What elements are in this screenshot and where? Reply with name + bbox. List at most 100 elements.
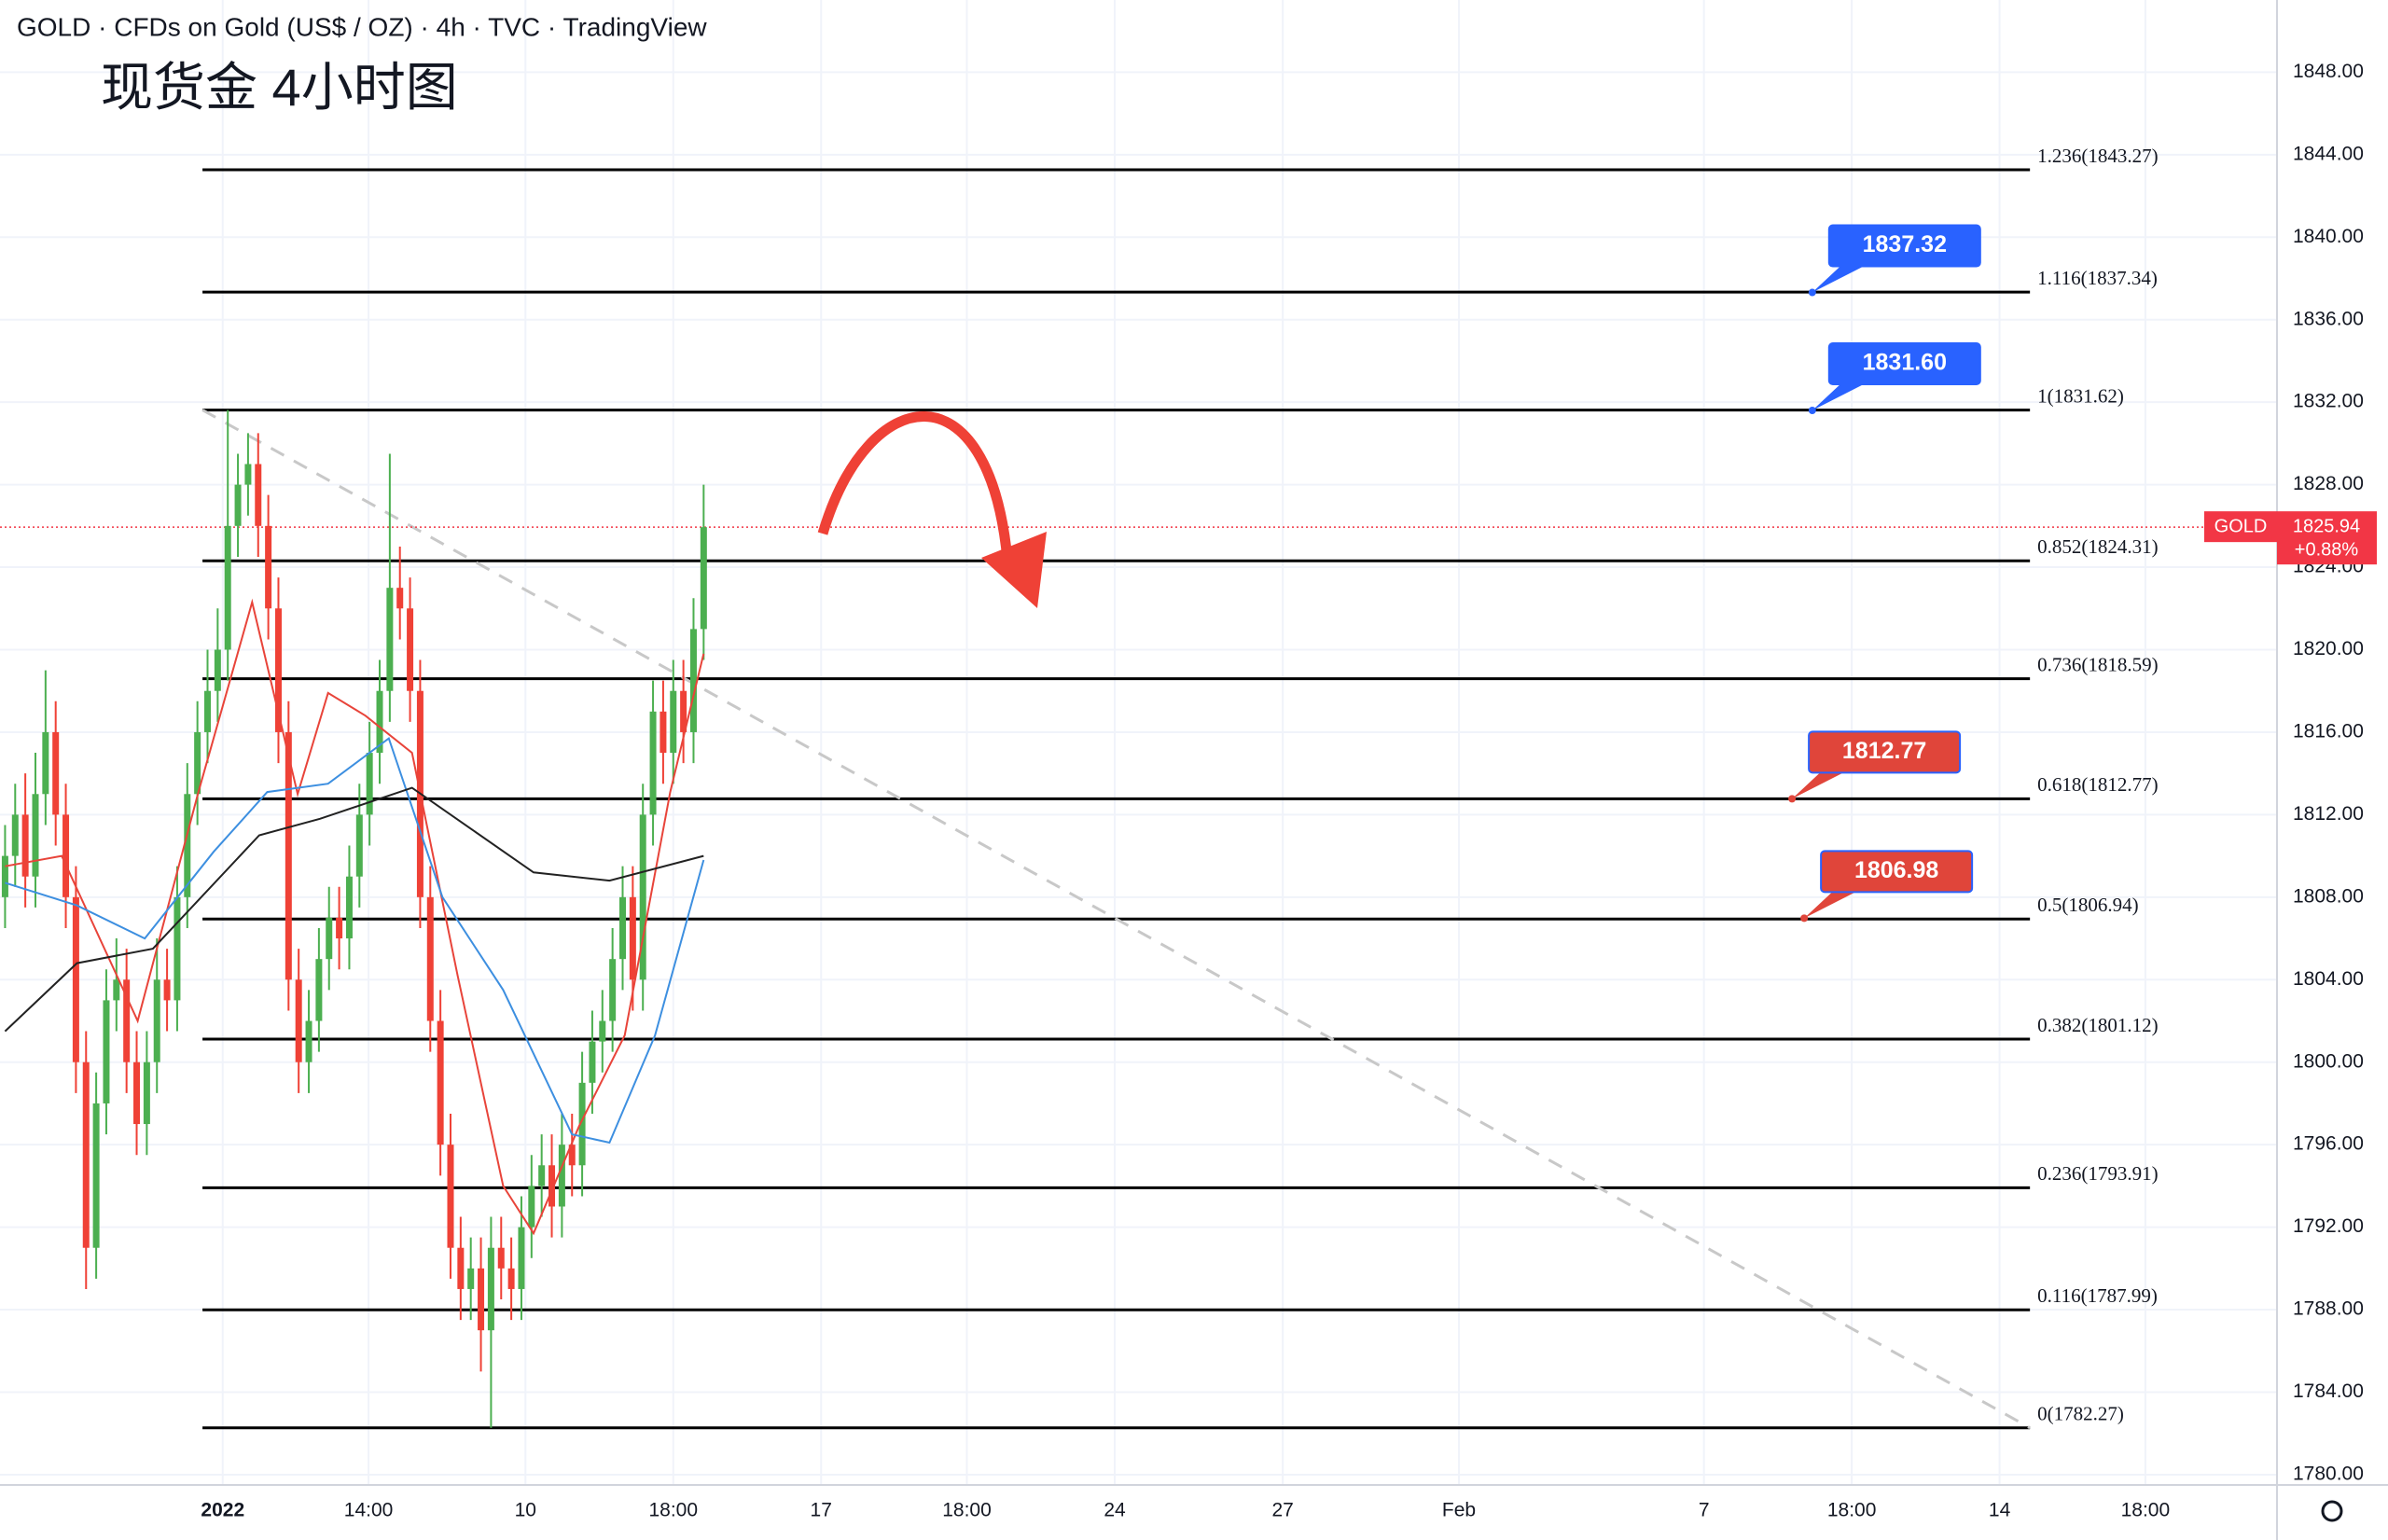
candle-body <box>204 690 212 732</box>
callout-anchor <box>1788 795 1797 803</box>
symbol-label: GOLD <box>2214 516 2268 536</box>
candle-body <box>224 525 231 650</box>
candle-body <box>255 464 262 526</box>
candle-body <box>174 896 181 1001</box>
y-tick-label: 1792.00 <box>2293 1215 2364 1237</box>
candle-body <box>639 814 646 980</box>
y-tick-label: 1828.00 <box>2293 473 2364 494</box>
candle-body <box>315 959 323 1021</box>
candle-body <box>467 1268 475 1289</box>
callout-box <box>1820 850 1974 894</box>
candle-body <box>345 876 353 939</box>
y-tick-label: 1820.00 <box>2293 638 2364 659</box>
candle-body <box>609 959 617 1021</box>
candle-body <box>659 711 667 754</box>
x-tick-label: 2022 <box>201 1500 244 1521</box>
plot: 1.236(1843.27) 1.116(1837.34) 1(1831.62) 0.… <box>0 145 2277 1430</box>
trend-line <box>201 409 2031 1430</box>
candle-body <box>507 1268 515 1289</box>
candle-body <box>538 1165 546 1186</box>
candle-body <box>234 484 242 526</box>
candle-body <box>214 649 221 691</box>
candle-body <box>103 1000 110 1103</box>
candle-body <box>265 525 272 609</box>
y-tick-label: 1800.00 <box>2293 1050 2364 1072</box>
y-tick-label: 1780.00 <box>2293 1463 2364 1484</box>
y-tick-label: 1816.00 <box>2293 720 2364 742</box>
candle-body <box>649 711 657 815</box>
y-tick-label: 1812.00 <box>2293 803 2364 825</box>
y-tick-label: 1844.00 <box>2293 143 2364 164</box>
y-tick-label: 1840.00 <box>2293 226 2364 247</box>
y-tick-label: 1836.00 <box>2293 308 2364 329</box>
y-tick-label: 1788.00 <box>2293 1298 2364 1320</box>
x-tick-label: 17 <box>811 1500 832 1521</box>
fib-label: 0.5(1806.94) <box>2037 894 2139 916</box>
x-tick-label: 10 <box>515 1500 536 1521</box>
y-tick-label: 1808.00 <box>2293 885 2364 907</box>
moving-average <box>5 736 705 1145</box>
candle-body <box>680 690 687 732</box>
y-tick-label: 1784.00 <box>2293 1380 2364 1402</box>
callout-label: 1831.60 <box>1863 350 1947 376</box>
candle-body <box>274 608 282 732</box>
candle-body <box>437 1020 444 1145</box>
candle-body <box>670 690 677 754</box>
callout-anchor <box>1808 407 1816 415</box>
settings-icon[interactable] <box>2321 1500 2343 1522</box>
callout-pointer <box>1812 384 1864 411</box>
callout-box <box>1827 224 1981 268</box>
candle-body <box>447 1145 454 1248</box>
candle-body <box>457 1247 465 1289</box>
candle-body <box>407 608 414 691</box>
callout-pointer <box>1812 266 1864 293</box>
candle-body <box>244 464 252 485</box>
candle-body <box>194 731 201 795</box>
subtitle: 现货金 4小时图 <box>101 58 458 117</box>
candle-body <box>376 690 383 754</box>
candle-body <box>143 1061 150 1125</box>
price-box <box>2277 511 2377 565</box>
candle-body <box>355 814 363 877</box>
x-tick-label: 14:00 <box>344 1500 394 1521</box>
x-tick-label: 18:00 <box>648 1500 698 1521</box>
candle-body <box>426 896 434 1021</box>
y-tick-label: 1848.00 <box>2293 61 2364 82</box>
y-tick-label: 1796.00 <box>2293 1133 2364 1155</box>
symbol-box <box>2204 511 2277 543</box>
fib-label: 1.236(1843.27) <box>2037 145 2159 167</box>
change-label: +0.88% <box>2295 539 2359 560</box>
gear[interactable] <box>2321 1500 2343 1522</box>
callout-label: 1806.98 <box>1854 857 1938 883</box>
callout-label: 1812.77 <box>1842 738 1926 764</box>
callout-anchor <box>1808 288 1816 297</box>
fib-label: 0.736(1818.59) <box>2037 653 2159 675</box>
candle-body <box>558 1145 565 1207</box>
arrow-head <box>981 532 1047 608</box>
y-tick-label: 1832.00 <box>2293 391 2364 412</box>
fib-label: 1(1831.62) <box>2037 384 2124 407</box>
candle-body <box>497 1247 505 1269</box>
candle-body <box>32 794 39 877</box>
moving-average <box>5 598 705 1236</box>
callout-box <box>1827 342 1981 386</box>
callout-label: 1837.32 <box>1863 231 1947 257</box>
moving-average <box>4 786 704 1033</box>
candle-body <box>305 1020 312 1062</box>
candle-body <box>578 1082 586 1166</box>
fib-label: 0.618(1812.77) <box>2037 773 2159 796</box>
candle-body <box>163 979 171 1001</box>
x-tick-label: 27 <box>1271 1500 1293 1521</box>
price-label: 1825.94 <box>2293 516 2360 536</box>
candle-body <box>366 753 373 815</box>
candle-body <box>478 1268 485 1331</box>
x-tick-label: 14 <box>1989 1500 2011 1521</box>
candle-body <box>11 814 19 856</box>
candle-body <box>92 1103 100 1248</box>
candle-body <box>386 588 394 691</box>
fib-label: 0.852(1824.31) <box>2037 535 2159 558</box>
callout-anchor <box>1800 914 1809 923</box>
candle-body <box>326 917 333 960</box>
